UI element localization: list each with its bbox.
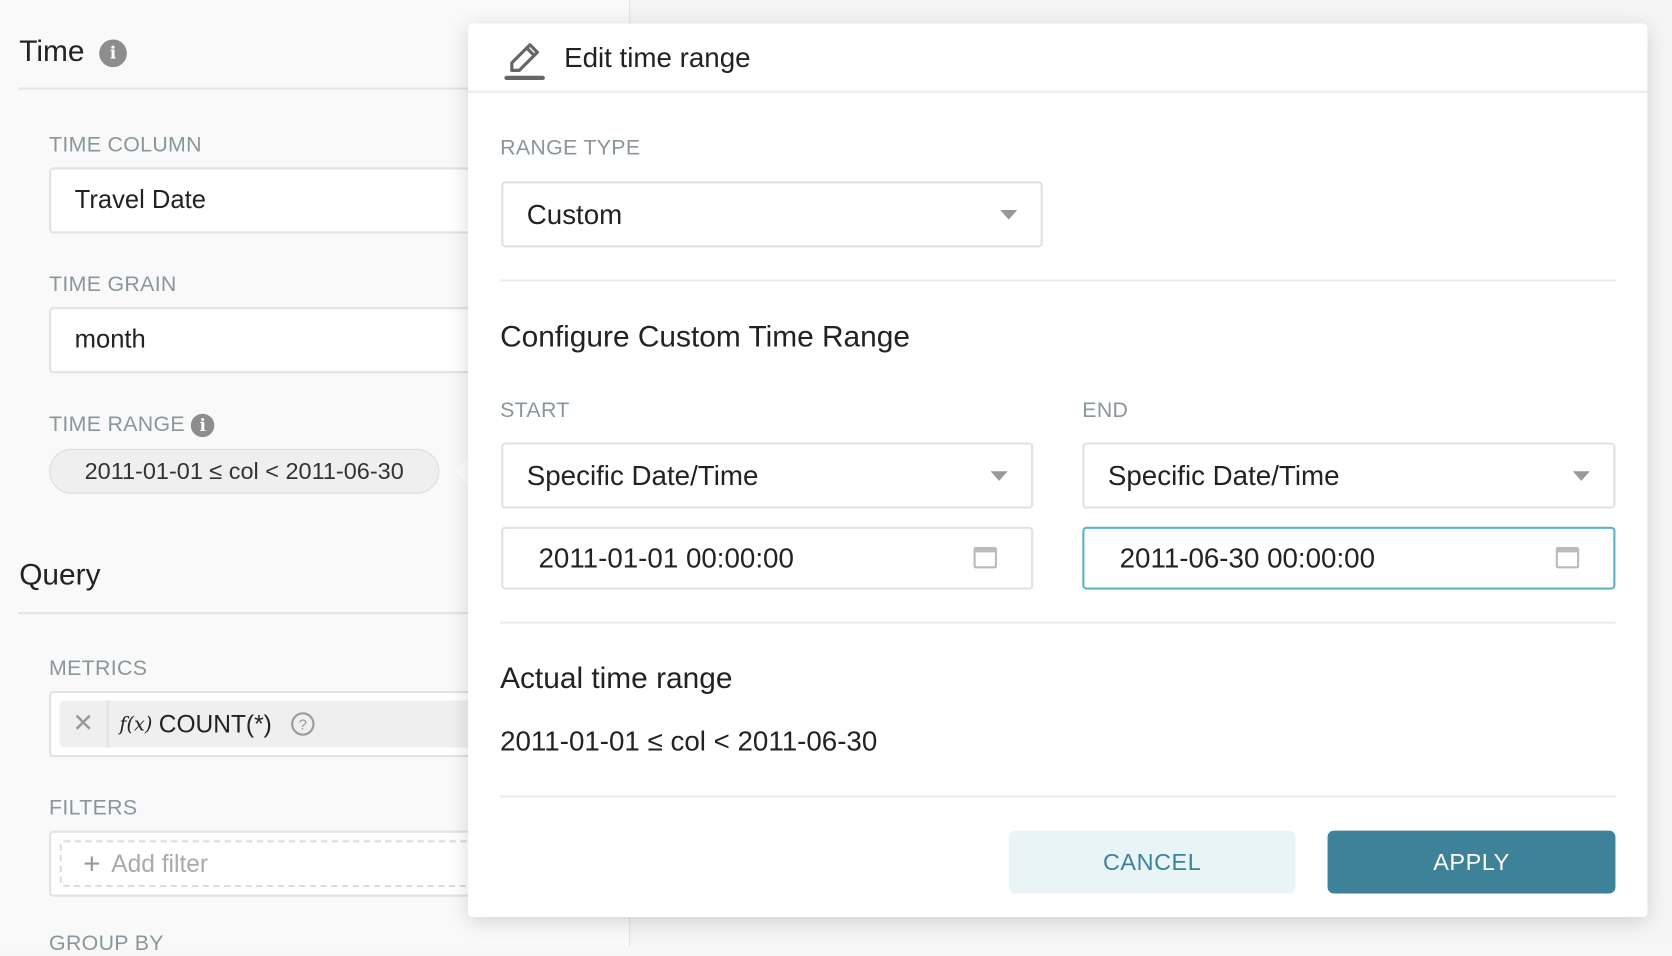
- time-range-label-text: TIME RANGE: [49, 412, 185, 437]
- range-type-value: Custom: [526, 197, 623, 230]
- start-date-value: 2011-01-01 00:00:00: [538, 541, 794, 574]
- add-filter-label: Add filter: [111, 849, 209, 878]
- info-icon[interactable]: i: [191, 413, 215, 437]
- divider: [18, 612, 477, 615]
- divider: [500, 279, 1616, 282]
- add-filter-button[interactable]: + Add filter: [59, 840, 508, 888]
- end-date-input[interactable]: 2011-06-30 00:00:00: [1082, 526, 1616, 590]
- divider: [18, 87, 477, 90]
- time-section-title: Time i: [19, 34, 127, 68]
- divider: [500, 621, 1616, 624]
- remove-metric-icon[interactable]: ✕: [60, 700, 109, 748]
- group-by-label: GROUP BY: [49, 931, 164, 956]
- actual-range-heading: Actual time range: [500, 661, 733, 695]
- time-title-text: Time: [19, 34, 85, 68]
- filters-label: FILTERS: [49, 796, 138, 820]
- edit-time-range-popover: Edit time range RANGE TYPE Custom Config…: [468, 23, 1648, 918]
- divider: [468, 90, 1648, 93]
- help-icon[interactable]: ?: [290, 712, 315, 736]
- calendar-icon[interactable]: [1555, 547, 1580, 569]
- query-section-title: Query: [19, 557, 101, 591]
- metrics-label: METRICS: [49, 656, 148, 681]
- end-mode-value: Specific Date/Time: [1107, 459, 1340, 492]
- start-mode-select[interactable]: Specific Date/Time: [501, 442, 1034, 509]
- end-label: END: [1082, 398, 1129, 423]
- time-column-label: TIME COLUMN: [49, 133, 202, 157]
- calendar-icon[interactable]: [973, 547, 997, 569]
- range-type-label: RANGE TYPE: [500, 136, 641, 160]
- divider: [500, 795, 1616, 798]
- fx-icon: f(x): [119, 712, 153, 736]
- start-mode-value: Specific Date/Time: [526, 459, 759, 492]
- chevron-down-icon: [990, 471, 1008, 481]
- start-date-input[interactable]: 2011-01-01 00:00:00: [501, 526, 1034, 590]
- time-range-pill[interactable]: 2011-01-01 ≤ col < 2011-06-30: [49, 448, 440, 494]
- chevron-down-icon: [1572, 471, 1590, 481]
- info-icon[interactable]: i: [99, 39, 127, 67]
- metric-label[interactable]: COUNT(*): [158, 709, 272, 738]
- custom-range-heading: Configure Custom Time Range: [500, 319, 910, 353]
- time-grain-value: month: [74, 325, 146, 355]
- time-column-value: Travel Date: [74, 185, 206, 215]
- time-grain-select[interactable]: month: [49, 307, 497, 374]
- time-range-label: TIME RANGE i: [49, 413, 215, 438]
- cancel-button[interactable]: CANCEL: [1008, 830, 1296, 894]
- plus-icon: +: [83, 846, 101, 880]
- start-label: START: [500, 398, 570, 423]
- actual-range-value: 2011-01-01 ≤ col < 2011-06-30: [500, 725, 878, 758]
- time-range-value: 2011-01-01 ≤ col < 2011-06-30: [84, 457, 404, 485]
- end-date-value: 2011-06-30 00:00:00: [1119, 541, 1375, 574]
- pencil-icon: [504, 43, 545, 80]
- end-mode-select[interactable]: Specific Date/Time: [1082, 442, 1616, 509]
- popover-title: Edit time range: [564, 41, 751, 74]
- filters-field: + Add filter: [49, 830, 508, 897]
- time-grain-label: TIME GRAIN: [49, 272, 177, 297]
- range-type-select[interactable]: Custom: [501, 181, 1043, 248]
- time-column-select[interactable]: Travel Date: [49, 167, 497, 234]
- apply-button[interactable]: APPLY: [1327, 830, 1616, 894]
- metrics-field[interactable]: ✕ f(x) COUNT(*) ?: [49, 690, 508, 758]
- chevron-down-icon: [1000, 210, 1018, 220]
- metric-chip[interactable]: ✕ f(x) COUNT(*) ?: [59, 700, 508, 748]
